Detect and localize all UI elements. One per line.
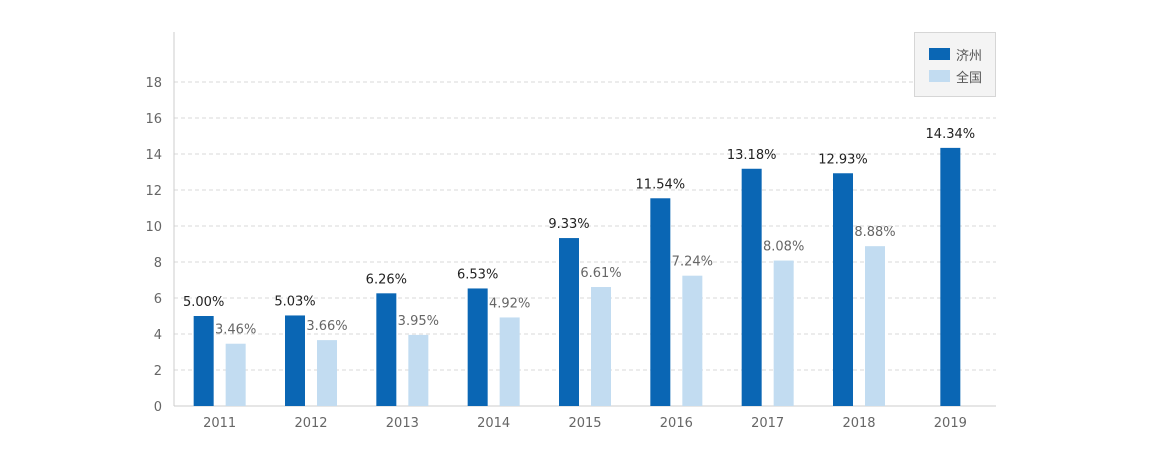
data-label: 13.18% [727,148,777,163]
bar-national[interactable] [773,260,794,406]
x-tick-label: 2017 [751,416,784,431]
bar-jinan[interactable] [833,173,853,406]
legend-swatch-jinan [929,48,950,60]
y-tick-label: 18 [145,76,162,91]
x-tick-label: 2013 [386,416,419,431]
data-label: 9.33% [548,217,589,232]
data-label: 11.54% [636,177,686,192]
bars [193,147,961,406]
data-label: 5.00% [183,295,224,310]
data-label: 6.26% [366,272,407,287]
x-tick-label: 2018 [842,416,875,431]
bar-jinan[interactable] [193,316,214,406]
data-label: 5.03% [274,294,315,309]
x-tick-label: 2012 [294,416,327,431]
bar-national[interactable] [225,343,246,406]
legend-label-national: 全国 [956,70,983,86]
bar-jinan[interactable] [650,198,671,406]
y-tick-label: 2 [154,364,162,379]
data-label: 6.61% [580,266,621,281]
legend-item-jinan[interactable]: 济州 [929,46,983,64]
bar-jinan[interactable] [741,168,762,406]
data-label: 3.66% [306,319,347,334]
y-tick-label: 12 [145,184,162,199]
axes [173,32,996,407]
data-label: 3.95% [398,314,439,329]
data-label: 14.34% [926,127,976,142]
bar-jinan[interactable] [467,288,488,406]
data-label: 8.08% [763,240,804,255]
x-tick-label: 2011 [203,416,236,431]
data-label: 6.53% [457,267,498,282]
legend-label-jinan: 济州 [956,48,983,64]
y-tick-label: 4 [154,328,162,343]
bar-national[interactable] [682,275,703,406]
bar-jinan[interactable] [285,315,305,406]
bar-national[interactable] [408,334,429,406]
y-tick-label: 0 [154,400,162,415]
y-tick-label: 6 [154,292,162,307]
data-labels: 5.00% 3.46% 5.03% 3.66% 6.26% 3.95% 6.53% 4.92%… [183,127,975,338]
data-label: 12.93% [818,152,868,167]
grid-lines [174,81,996,371]
data-label: 8.88% [854,225,895,240]
legend-swatch-national [929,70,950,82]
bar-national[interactable] [591,287,611,406]
y-tick-label: 10 [145,220,162,235]
bar-national[interactable] [499,317,520,406]
data-label: 7.24% [672,255,713,270]
x-tick-label: 2016 [660,416,693,431]
x-axis-ticks: 2011 2012 2013 2014 2015 2016 2017 2018 2019 [203,416,967,431]
x-tick-label: 2014 [477,416,510,431]
legend: 济州 全国 [914,32,996,97]
y-tick-label: 14 [145,148,162,163]
y-axis-ticks: 0 2 4 6 8 10 12 14 16 18 [145,76,162,415]
x-tick-label: 2015 [568,416,601,431]
bar-jinan[interactable] [559,238,579,406]
y-tick-label: 16 [145,112,162,127]
legend-item-national[interactable]: 全国 [929,68,983,86]
data-label: 3.46% [215,323,256,338]
bar-national[interactable] [865,246,885,406]
data-label: 4.92% [489,296,530,311]
y-tick-label: 8 [154,256,162,271]
bar-jinan[interactable] [376,293,397,406]
bar-jinan[interactable] [940,147,961,406]
bar-national[interactable] [317,340,337,406]
x-tick-label: 2019 [934,416,967,431]
